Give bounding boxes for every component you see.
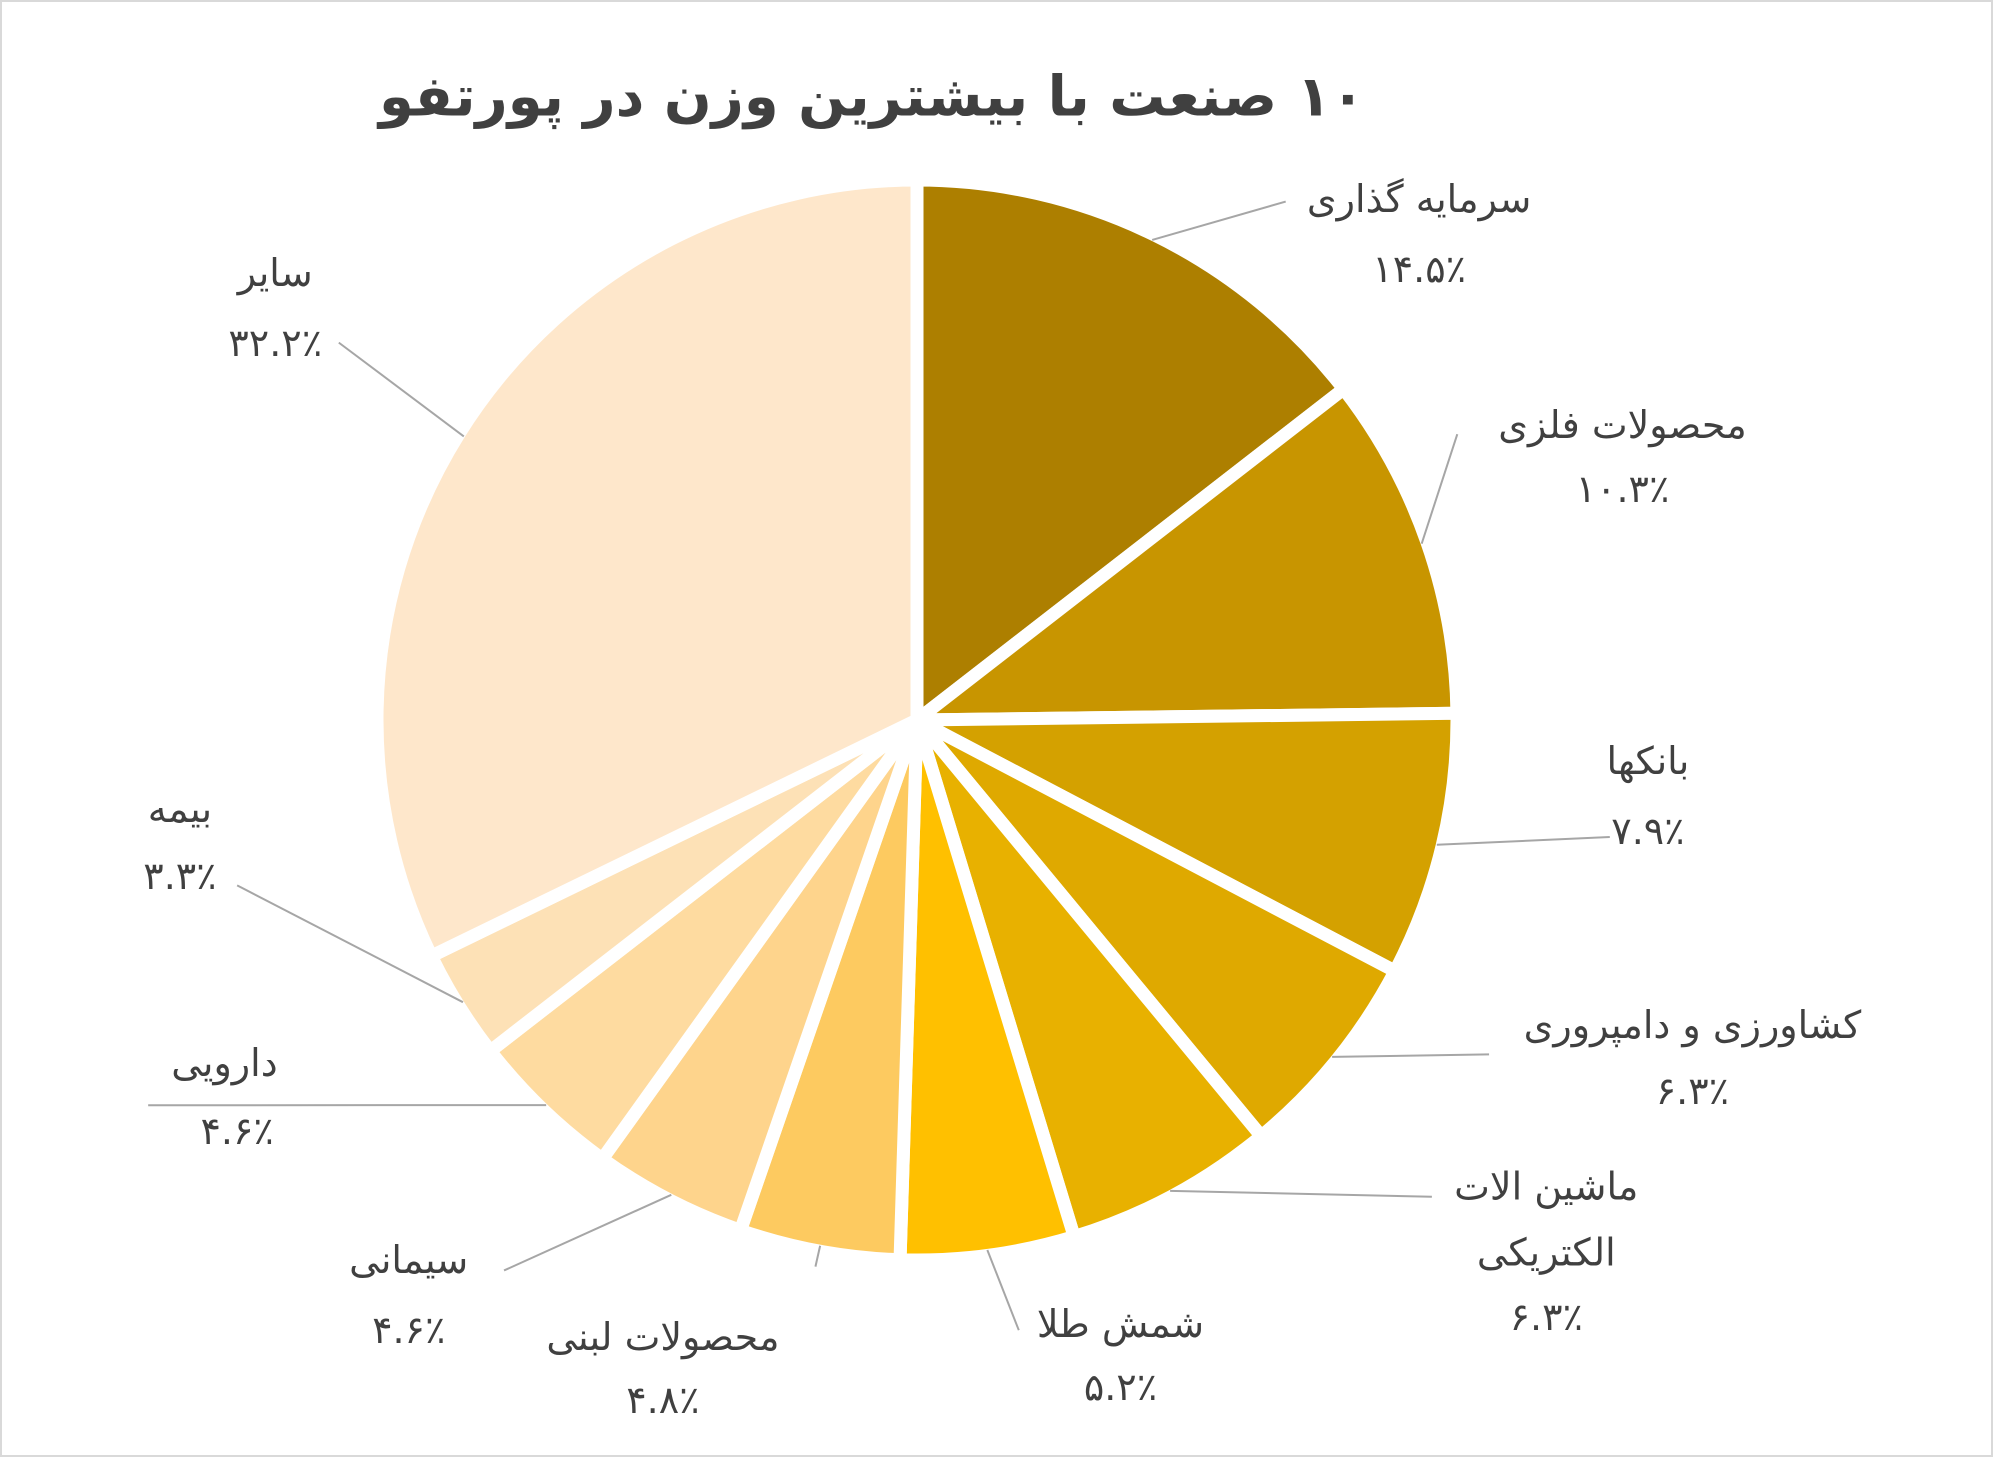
value-label: ۳۲.۲٪ xyxy=(228,320,323,365)
category-label: سایر xyxy=(237,250,313,295)
pie-slice xyxy=(911,714,1404,1146)
leader-line xyxy=(338,341,465,438)
value-label: ۶.۳٪ xyxy=(1655,1068,1730,1113)
category-label: محصولات فلزی xyxy=(1498,402,1747,447)
category-label: کشاورزی و دامپروری xyxy=(1523,1002,1862,1047)
pie-slice xyxy=(910,715,1271,1245)
value-label: ۳.۳٪ xyxy=(143,854,217,899)
leader-line xyxy=(236,884,464,1004)
value-label: ۱۴.۵٪ xyxy=(1372,246,1467,291)
category-label: محصولات لبنی xyxy=(546,1314,780,1359)
leader-line xyxy=(986,1249,1020,1331)
value-label: ۴.۶٪ xyxy=(372,1307,446,1352)
leader-line xyxy=(1436,836,1610,846)
value-label: ۵.۲٪ xyxy=(1083,1365,1158,1410)
category-label: دارویی xyxy=(171,1041,278,1086)
value-label: ۶.۳٪ xyxy=(1509,1295,1583,1340)
leader-line xyxy=(1170,1189,1432,1198)
pie-slice xyxy=(897,379,1464,727)
category-label: بانکها xyxy=(1606,738,1690,783)
category-label: شمش طلا xyxy=(1036,1301,1205,1346)
leader-line xyxy=(814,1245,822,1267)
leader-line xyxy=(1151,200,1286,241)
chart-title: ۱۰ صنعت با بیشترین وزن در پورتفو xyxy=(379,64,1365,130)
value-label: ۷.۹٪ xyxy=(1611,808,1685,853)
leader-line xyxy=(1420,433,1459,544)
category-label: ماشین الات الکتریکی xyxy=(1454,1164,1639,1275)
leader-line xyxy=(503,1193,672,1272)
category-label: سیمانی xyxy=(349,1238,469,1283)
category-label: بیمه xyxy=(147,786,213,831)
pie-slice xyxy=(913,706,1464,980)
value-label: ۴.۸٪ xyxy=(626,1377,700,1422)
value-label: ۴.۶٪ xyxy=(200,1108,274,1153)
leader-line xyxy=(1332,1053,1490,1058)
pie-slice xyxy=(910,173,1353,734)
value-label: ۱۰.۳٪ xyxy=(1575,466,1670,511)
category-label: سرمایه گذاری xyxy=(1306,176,1532,221)
